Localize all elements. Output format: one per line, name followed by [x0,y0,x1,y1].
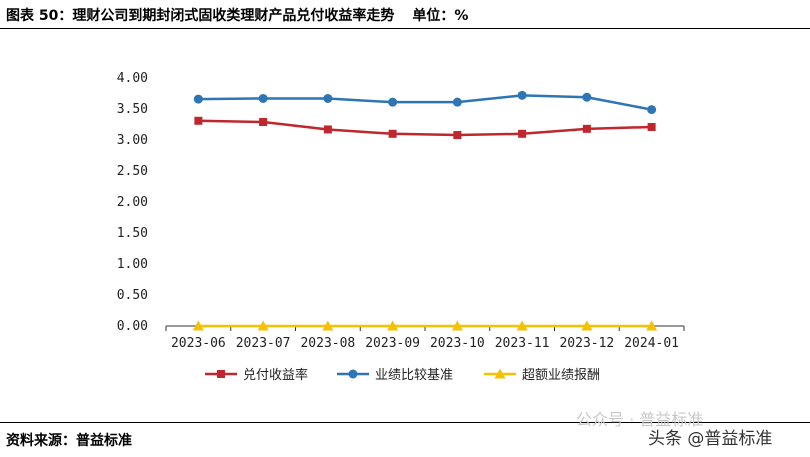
bottom-divider [0,422,810,423]
y-tick-label: 2.50 [117,164,148,179]
y-tick-label: 4.00 [117,71,148,86]
data-point [582,124,591,133]
y-tick-label: 3.50 [117,102,148,117]
legend-label: 超额业绩报酬 [522,368,600,383]
legend-label: 兑付收益率 [243,367,308,383]
data-point [192,320,204,331]
watermark-light: 公众号 · 普益标准 [576,410,704,429]
legend-label: 业绩比较基准 [375,368,453,383]
legend-swatch-marker [494,368,506,379]
data-point [517,90,527,100]
page-title: 图表 50：理财公司到期封闭式固收类理财产品兑付收益率走势 单位：% [6,5,468,25]
legend-item-3: 超额业绩报酬 [484,368,600,383]
data-point [388,129,397,138]
data-point [388,97,398,107]
series-line [198,94,652,111]
data-point [581,320,593,331]
y-tick-label: 1.50 [117,226,148,241]
x-tick-label: 2024-01 [624,336,679,351]
data-point [647,122,656,131]
watermark: 头条 @普益标准 [648,429,773,449]
series-line [198,119,652,137]
data-point [646,320,658,331]
data-point [647,105,657,115]
legend-item-1: 兑付收益率 [205,367,308,383]
data-point [518,129,527,138]
y-tick-label: 0.50 [117,288,148,303]
chart-title: 图表 50：理财公司到期封闭式固收类理财产品兑付收益率走势 [6,8,395,24]
x-tick-label: 2023-09 [365,336,420,351]
unit-label: 单位：% [412,8,469,24]
legend-item-2: 业绩比较基准 [337,368,453,383]
x-tick-label: 2023-06 [171,336,226,351]
data-point [453,131,462,140]
y-tick-label: 2.00 [117,195,148,210]
y-tick-label: 3.00 [117,133,148,148]
source-note: 资料来源：普益标准 [6,433,132,449]
series-2 [193,90,657,115]
data-point [452,97,462,107]
data-point [193,94,203,104]
x-tick-label: 2023-08 [300,336,355,351]
chart-series [192,90,658,331]
y-tick-label: 0.00 [117,319,148,334]
chart-axes: 4.00 3.50 3.00 2.50 2.00 1.50 1.00 0.50 0.00 2023… [117,71,685,351]
data-point [451,320,463,331]
data-point [322,320,334,331]
series-1 [194,116,656,140]
data-point [258,93,268,103]
data-point [323,125,332,134]
data-point [387,320,399,331]
legend-swatch-marker [217,370,225,378]
x-tick-label: 2023-07 [236,336,291,351]
series-3 [192,320,658,331]
y-tick-label: 1.00 [117,257,148,272]
x-tick-label: 2023-10 [430,336,485,351]
data-point [323,93,333,103]
data-point [194,116,203,125]
top-divider [0,28,810,29]
data-point [516,320,528,331]
chart-legend: 兑付收益率 业绩比较基准 超额业绩报酬 [205,367,600,383]
data-point [582,92,592,102]
x-tick-label: 2023-11 [495,336,550,351]
x-tick-label: 2023-12 [559,336,614,351]
data-point [257,320,269,331]
legend-swatch-marker [348,369,358,379]
data-point [259,118,268,127]
